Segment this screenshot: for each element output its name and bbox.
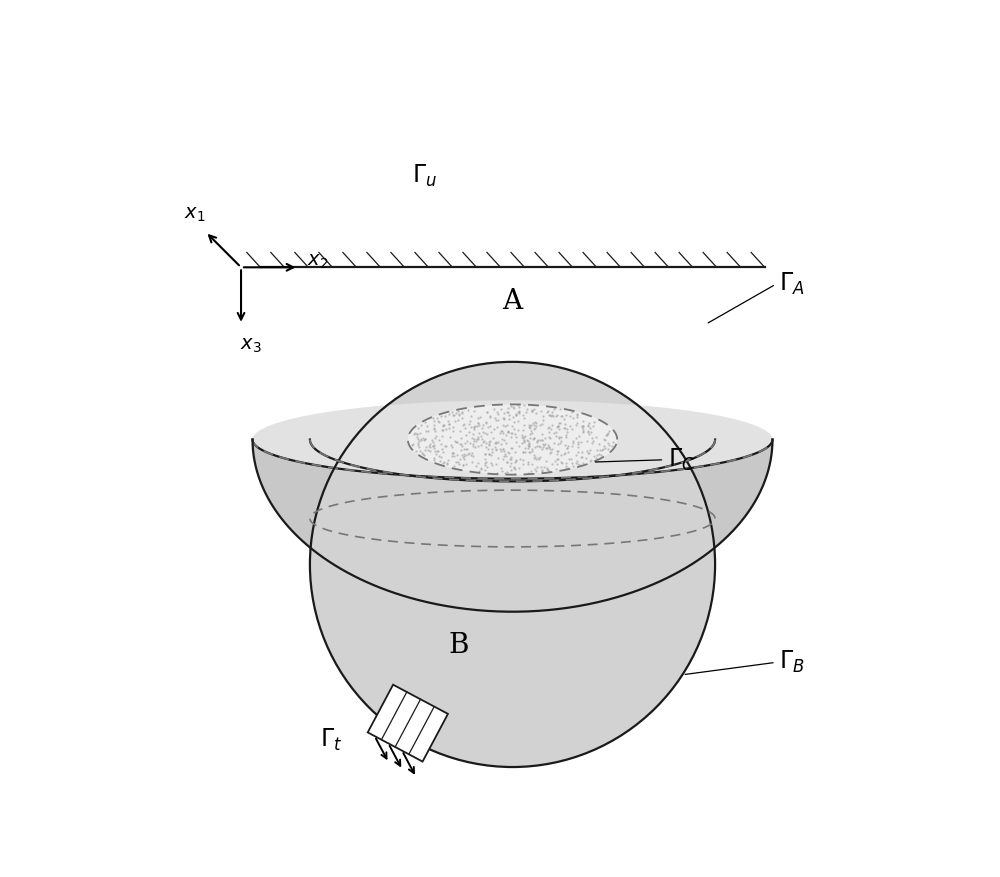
Polygon shape bbox=[253, 439, 772, 611]
Text: $\Gamma_A$: $\Gamma_A$ bbox=[779, 271, 805, 297]
Text: A: A bbox=[502, 288, 523, 315]
Ellipse shape bbox=[310, 362, 715, 767]
Text: $x_3$: $x_3$ bbox=[240, 337, 261, 355]
Text: $\Gamma_u$: $\Gamma_u$ bbox=[412, 163, 437, 189]
Text: $\Gamma_B$: $\Gamma_B$ bbox=[779, 649, 805, 675]
Ellipse shape bbox=[253, 400, 772, 479]
Text: $\Gamma_C$: $\Gamma_C$ bbox=[668, 446, 695, 473]
Text: $\Gamma_t$: $\Gamma_t$ bbox=[320, 727, 343, 753]
Text: B: B bbox=[448, 632, 469, 659]
Text: $x_1$: $x_1$ bbox=[184, 205, 205, 224]
Ellipse shape bbox=[408, 404, 617, 474]
Polygon shape bbox=[368, 685, 448, 761]
Text: $x_2$: $x_2$ bbox=[307, 253, 328, 271]
